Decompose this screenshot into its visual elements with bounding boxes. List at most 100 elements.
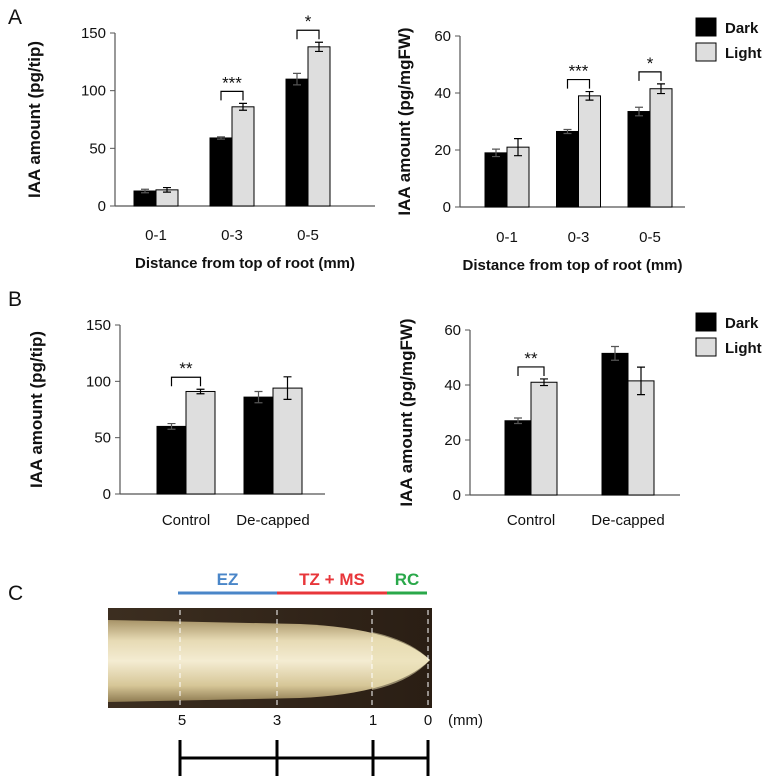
scale-bar	[178, 740, 430, 776]
x-tick-label: 0-3	[568, 229, 590, 246]
bar	[504, 420, 532, 496]
legend-label: Dark	[725, 315, 759, 332]
y-tick-label: 150	[86, 317, 111, 334]
bar	[578, 95, 601, 208]
significance-bracket	[638, 71, 662, 81]
x-tick-label: 0-5	[639, 229, 661, 246]
error-bar	[635, 106, 643, 117]
y-axis-label: IAA amount (pg/mgFW)	[395, 27, 414, 215]
legend-label: Light	[725, 45, 762, 62]
error-bar	[492, 148, 500, 158]
bar	[556, 130, 579, 208]
bar	[530, 381, 558, 496]
x-tick-label: Control	[507, 512, 555, 529]
y-tick-label: 60	[434, 28, 451, 45]
y-tick-label: 60	[444, 322, 461, 339]
bar	[601, 352, 629, 496]
significance-bracket	[170, 376, 202, 387]
significance-bracket	[296, 29, 320, 40]
bar	[307, 46, 331, 207]
significance-label: ***	[222, 73, 242, 92]
bar	[231, 106, 255, 207]
error-bar	[293, 72, 301, 86]
x-tick-label: 0-1	[145, 227, 167, 244]
x-axis-label: Distance from top of root (mm)	[135, 255, 355, 272]
significance-label: **	[524, 349, 538, 368]
error-bar	[196, 388, 205, 395]
y-tick-label: 50	[89, 140, 106, 157]
significance-bracket	[220, 90, 244, 101]
error-bar	[637, 366, 645, 396]
bar	[156, 425, 187, 495]
error-bar	[167, 422, 176, 430]
y-tick-label: 100	[81, 83, 106, 100]
significance-label: *	[305, 12, 312, 31]
legend-label: Light	[725, 340, 762, 357]
bar	[209, 137, 233, 207]
error-bar	[540, 378, 548, 387]
panel-label: B	[8, 288, 22, 311]
x-tick-label: De-capped	[591, 512, 664, 529]
legend-swatch	[695, 17, 717, 37]
legend-swatch	[695, 312, 717, 332]
scale-tick-label: 5	[178, 712, 186, 729]
zone-label: EZ	[217, 570, 239, 589]
scale-unit: (mm)	[448, 712, 483, 729]
error-bar	[657, 83, 665, 95]
significance-bracket	[566, 78, 591, 89]
y-axis-label: IAA amount (pg/mgFW)	[397, 318, 416, 506]
y-tick-label: 0	[453, 487, 461, 504]
bar	[627, 111, 651, 208]
zone-label: TZ + MS	[299, 570, 365, 589]
panel-label: A	[8, 6, 22, 29]
y-tick-label: 40	[434, 85, 451, 102]
scale-tick-label: 3	[273, 712, 281, 729]
y-tick-label: 150	[81, 25, 106, 42]
x-tick-label: 0-1	[496, 229, 518, 246]
y-axis-label: IAA amount (pg/tip)	[25, 41, 44, 198]
y-tick-label: 100	[86, 373, 111, 390]
zone-label: RC	[395, 570, 420, 589]
error-bar	[563, 128, 572, 135]
y-axis-label: IAA amount (pg/tip)	[27, 331, 46, 488]
significance-label: **	[179, 359, 193, 378]
panel-label: C	[8, 582, 23, 605]
significance-label: ***	[569, 62, 589, 81]
y-tick-label: 20	[444, 432, 461, 449]
legend-label: Dark	[725, 20, 759, 37]
bar	[649, 88, 673, 208]
error-bar	[514, 138, 522, 157]
bar	[627, 380, 655, 496]
y-tick-label: 0	[98, 198, 106, 215]
error-bar	[163, 186, 171, 193]
error-bar	[611, 345, 619, 361]
legend-swatch	[695, 337, 717, 357]
legend-swatch	[695, 42, 717, 62]
error-bar	[217, 136, 225, 140]
error-bar	[585, 90, 594, 101]
root-cap	[372, 632, 430, 690]
x-axis-label: Distance from top of root (mm)	[463, 257, 683, 274]
x-tick-label: De-capped	[236, 512, 309, 529]
y-tick-label: 40	[444, 377, 461, 394]
scale-tick-label: 1	[369, 712, 377, 729]
bar	[272, 387, 303, 495]
x-tick-label: 0-3	[221, 227, 243, 244]
bar	[185, 390, 216, 495]
x-tick-label: 0-5	[297, 227, 319, 244]
error-bar	[283, 376, 292, 400]
root	[108, 620, 430, 702]
error-bar	[514, 417, 522, 425]
error-bar	[315, 41, 323, 53]
significance-bracket	[517, 366, 545, 376]
y-tick-label: 0	[103, 486, 111, 503]
root-photo	[108, 608, 432, 708]
error-bar	[254, 390, 263, 404]
error-bar	[141, 188, 149, 194]
y-tick-label: 50	[94, 430, 111, 447]
y-tick-label: 20	[434, 142, 451, 159]
bar	[484, 152, 508, 208]
x-tick-label: Control	[162, 512, 210, 529]
significance-label: *	[647, 54, 654, 73]
